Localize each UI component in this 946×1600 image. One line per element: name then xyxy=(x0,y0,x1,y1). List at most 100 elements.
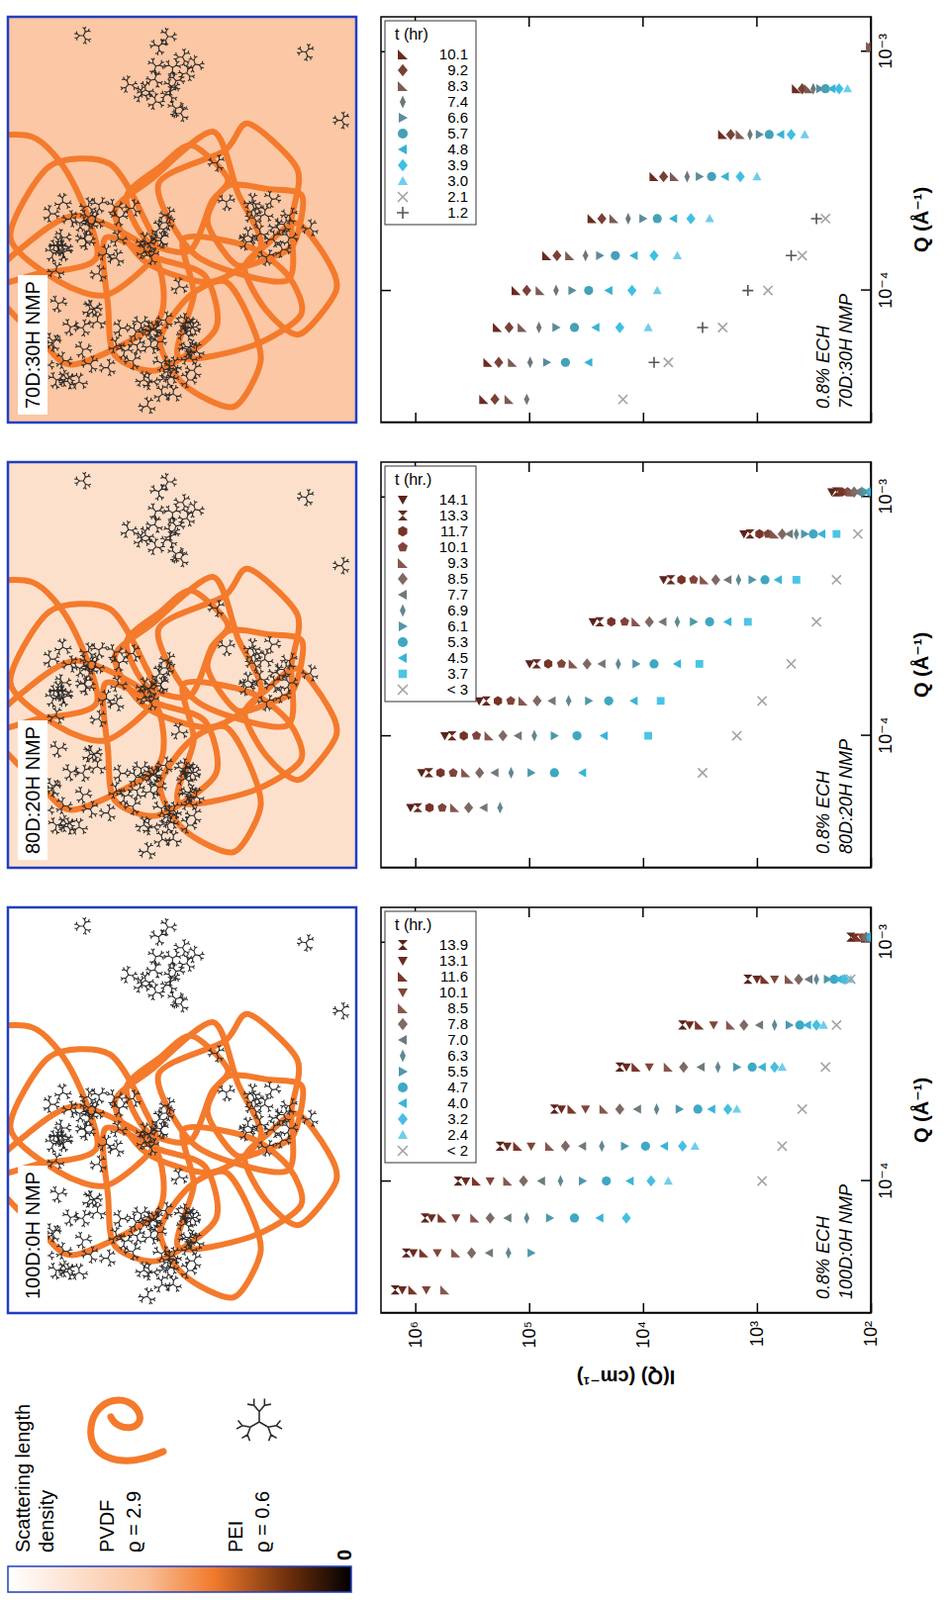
data-point xyxy=(675,1104,684,1114)
pei-glyph xyxy=(152,1274,174,1297)
x-axis-line xyxy=(870,16,873,423)
x-axis-title: Q (Å⁻¹) xyxy=(909,1077,933,1143)
pei-glyph xyxy=(137,231,162,255)
legend-marker xyxy=(397,1018,408,1032)
cartoon: 100D:0H NMP xyxy=(0,907,357,1314)
pei-glyph xyxy=(166,990,187,1010)
data-point xyxy=(599,1104,609,1114)
y-tick xyxy=(529,412,531,423)
data-point xyxy=(598,1139,605,1152)
pei-glyph xyxy=(109,1100,129,1119)
pei-glyph xyxy=(79,354,102,377)
pei-glyph xyxy=(44,1150,66,1173)
cartoon-content xyxy=(7,23,354,417)
legend-label: 6.9 xyxy=(447,601,469,619)
annotation: 100D:0H NMP xyxy=(836,1184,856,1300)
series xyxy=(425,486,847,813)
data-point xyxy=(811,1019,821,1032)
legend-marker xyxy=(397,956,408,966)
y-axis-title: I(Q) (cm⁻¹) xyxy=(576,1366,675,1389)
data-point xyxy=(748,574,757,584)
pei-glyph xyxy=(140,335,161,355)
legend-marker xyxy=(398,112,408,123)
pei-glyph xyxy=(206,1043,226,1064)
data-point xyxy=(467,1246,476,1259)
pei-glyph xyxy=(137,1122,162,1145)
cartoon-frame xyxy=(7,462,357,868)
legend-label: 8.3 xyxy=(447,77,469,95)
data-point xyxy=(808,529,818,539)
data-point xyxy=(797,251,807,261)
data-point xyxy=(709,1021,719,1030)
y-tick-mark xyxy=(756,1303,759,1314)
data-point xyxy=(646,1175,656,1188)
pei-glyph xyxy=(238,226,257,244)
pei-glyph xyxy=(70,1105,90,1124)
pei-glyph xyxy=(238,1117,257,1135)
data-point xyxy=(580,1105,590,1114)
data-point xyxy=(569,322,579,332)
legend-marker xyxy=(397,1035,407,1045)
pei-glyph xyxy=(147,662,172,686)
data-point xyxy=(497,801,504,814)
y-tick-label: 10⁶ xyxy=(405,1321,426,1348)
data-point xyxy=(625,212,632,225)
pei-glyph xyxy=(105,248,125,269)
cartoon-frame xyxy=(7,907,357,1314)
data-point xyxy=(759,574,769,584)
legend-marker xyxy=(397,1098,407,1109)
pei-glyph xyxy=(278,650,299,672)
data-point xyxy=(744,618,753,627)
data-point xyxy=(775,129,784,139)
data-point xyxy=(707,172,717,182)
data-point xyxy=(597,659,606,668)
data-point xyxy=(493,695,502,706)
annotation: 80D:20H NMP xyxy=(836,739,856,854)
pei-glyph xyxy=(111,1229,136,1253)
data-point xyxy=(641,1141,651,1151)
data-point xyxy=(762,285,772,295)
plot: 10⁻⁴10⁻³t (hr)10.19.28.37.46.65.74.83.93… xyxy=(380,16,933,424)
data-point xyxy=(615,1103,625,1116)
data-point xyxy=(672,659,681,668)
legend-label: 3.2 xyxy=(447,1110,469,1128)
data-point xyxy=(609,213,619,223)
y-tick-mark-right xyxy=(869,907,872,918)
figure: 0Scattering lengthdensityPVDFϱ = 2.9PEIϱ… xyxy=(0,0,946,1600)
series xyxy=(478,42,871,405)
pei-glyph xyxy=(50,190,75,215)
data-point xyxy=(567,285,576,295)
pei-glyph xyxy=(215,1080,239,1105)
cartoon: 70D:30H NMP xyxy=(0,16,357,423)
x-tick-label: 10⁻³ xyxy=(875,33,896,70)
series xyxy=(757,974,856,1186)
data-point xyxy=(672,251,682,260)
data-point xyxy=(543,358,552,368)
data-point xyxy=(583,285,593,295)
y-axis-line xyxy=(381,421,872,424)
data-point xyxy=(663,358,673,368)
pei-glyph xyxy=(77,641,98,663)
pei-glyph xyxy=(181,760,205,785)
data-point xyxy=(474,766,484,779)
legend-marker xyxy=(397,572,408,586)
pei-glyph xyxy=(263,1080,282,1101)
x-axis: 10⁻⁴10⁻³ xyxy=(860,907,896,1314)
legend-marker xyxy=(397,988,408,998)
legend-marker xyxy=(397,558,408,568)
legend-label: 13.1 xyxy=(439,951,469,969)
data-point xyxy=(742,284,754,296)
pei-glyph xyxy=(255,244,280,269)
legend-marker xyxy=(397,542,408,553)
data-point xyxy=(801,529,810,539)
pei-glyph xyxy=(144,501,167,523)
series xyxy=(583,84,836,368)
data-point xyxy=(524,393,531,406)
data-point xyxy=(792,575,801,584)
data-point xyxy=(493,356,503,369)
data-point xyxy=(639,213,648,223)
pei-glyph xyxy=(50,636,75,661)
y-tick-mark-right xyxy=(642,462,645,473)
y-tick-label: 10⁵ xyxy=(519,1321,540,1348)
pei-glyph xyxy=(96,801,121,825)
